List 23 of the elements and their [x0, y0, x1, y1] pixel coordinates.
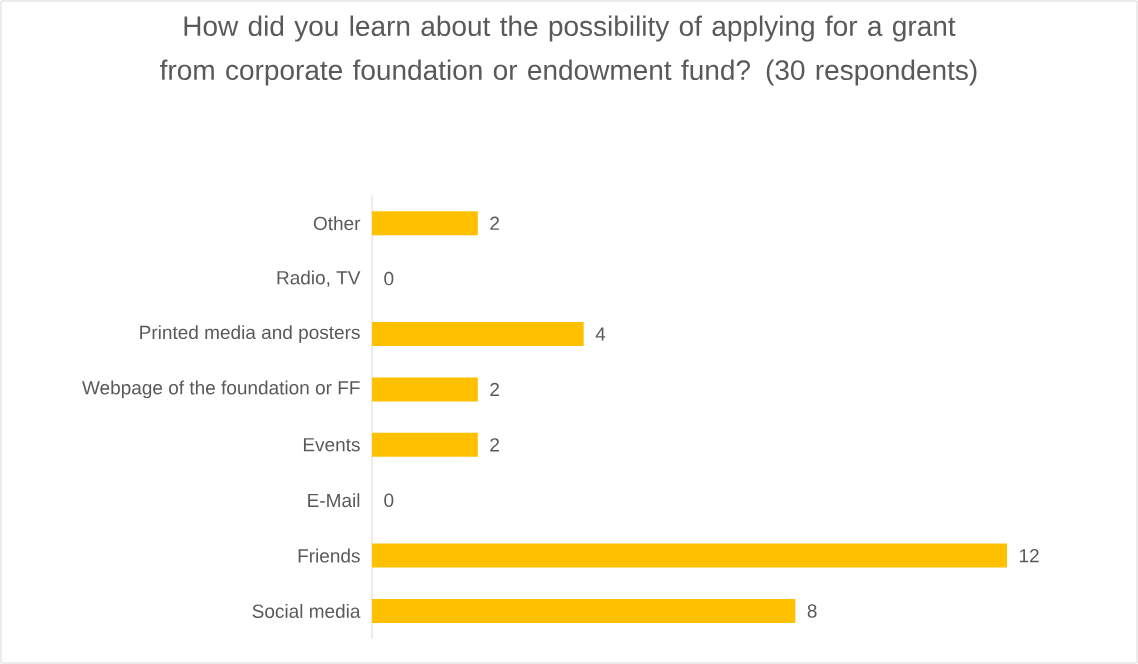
data-label: 0 [384, 271, 394, 286]
bar [372, 543, 1008, 568]
y-tick-label: Printed media and posters [140, 325, 360, 343]
y-tick-label: Radio, TV [277, 270, 361, 287]
bar [372, 432, 478, 457]
bar [372, 211, 478, 236]
data-label: 0 [384, 493, 394, 507]
data-label: 2 [490, 382, 499, 397]
y-tick-label: Friends [298, 548, 360, 563]
data-label: 8 [807, 604, 817, 618]
data-label: 2 [490, 438, 499, 452]
bar [372, 599, 796, 623]
y-tick-label: Social media [252, 604, 361, 618]
y-tick-label: E-Mail [308, 493, 360, 508]
y-tick-label: Webpage of the foundation or FF [82, 380, 360, 399]
chart-title: How did you learn about the possibility of applying for a grant from corporate foundation or endowment fund? (30 respondents) [160, 15, 977, 86]
data-label: 2 [490, 216, 499, 230]
bar [372, 377, 478, 402]
data-label: 12 [1019, 548, 1039, 563]
data-label: 4 [595, 327, 606, 341]
y-tick-label: Events [303, 438, 360, 452]
y-tick-label: Other [313, 216, 361, 231]
bar [372, 322, 584, 346]
